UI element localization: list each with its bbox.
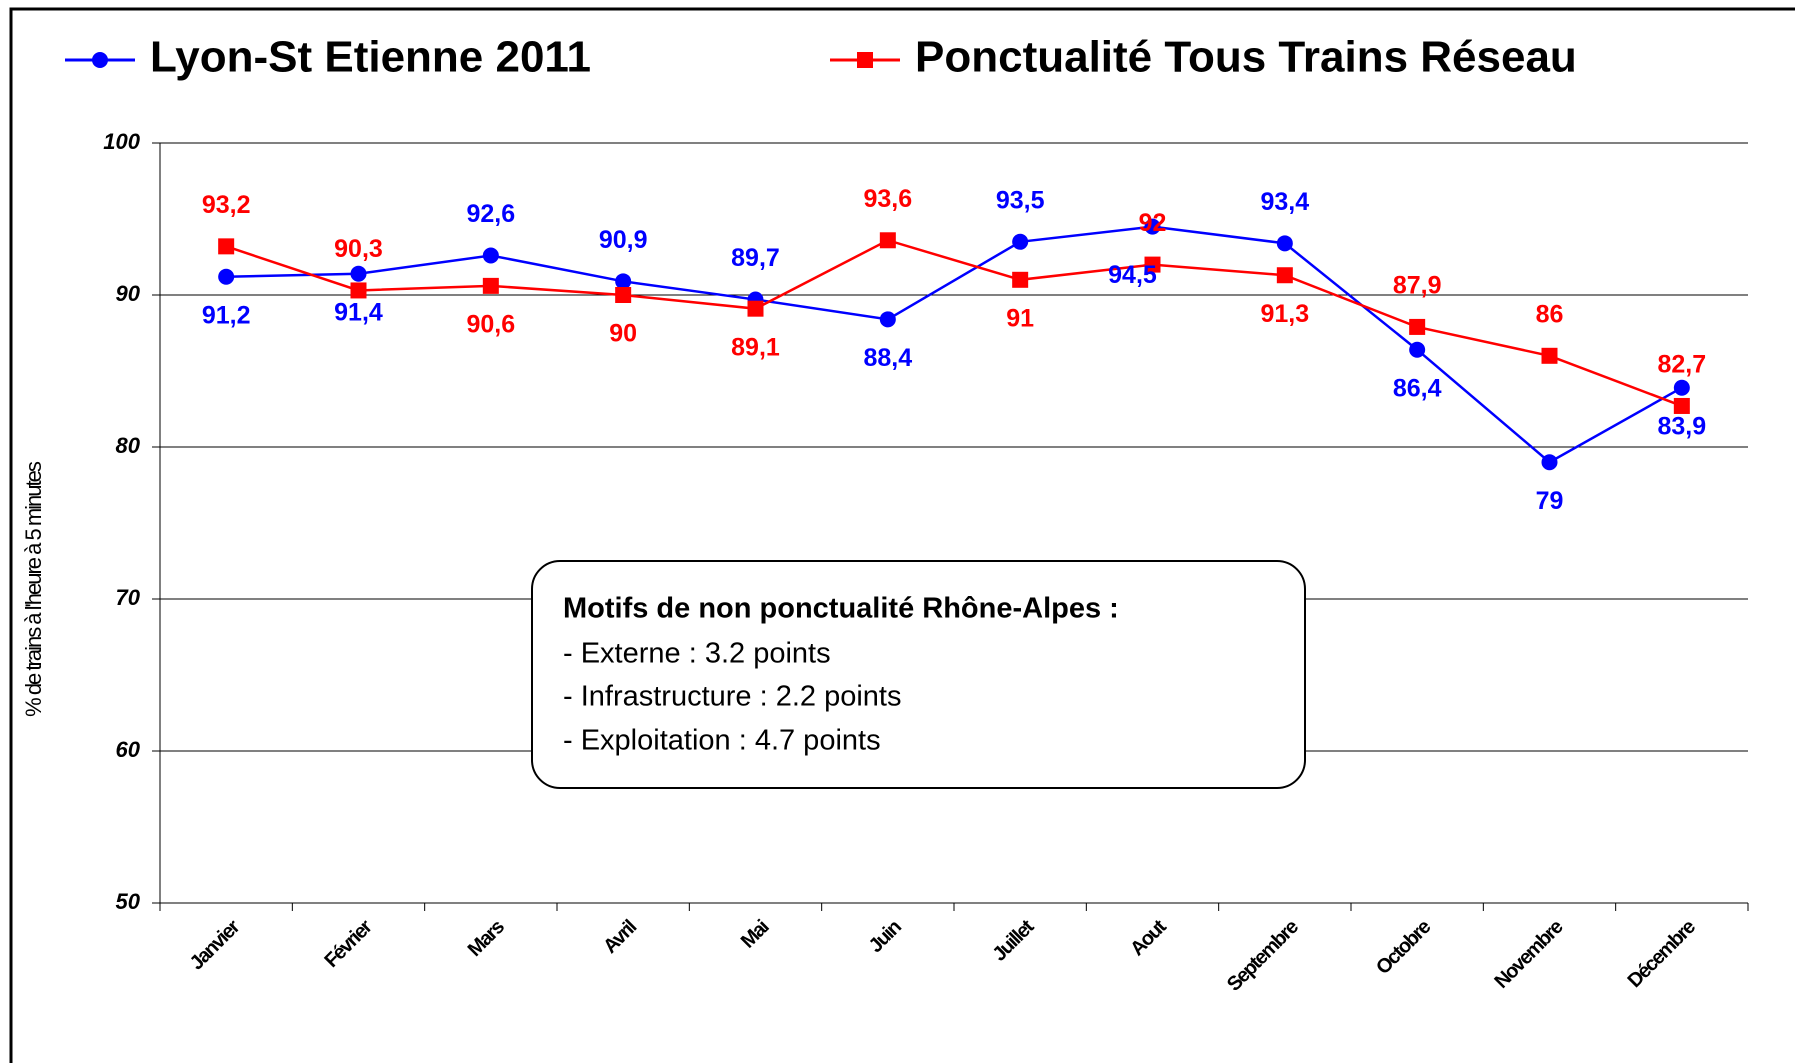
x-tick-label: Mai bbox=[737, 916, 774, 953]
point bbox=[482, 277, 499, 294]
y-tick-label: 60 bbox=[116, 737, 141, 762]
value-label: 89,1 bbox=[731, 333, 780, 361]
value-label: 91,4 bbox=[334, 298, 383, 326]
legend-label: Ponctualité Tous Trains Réseau bbox=[915, 33, 1577, 82]
legend-marker bbox=[857, 52, 873, 68]
point bbox=[615, 273, 632, 290]
point bbox=[879, 311, 896, 328]
value-label: 93,6 bbox=[863, 185, 912, 213]
y-axis-label: % de trains à l'heure à 5 minutes bbox=[21, 461, 46, 717]
point bbox=[1012, 233, 1029, 250]
value-label: 82,7 bbox=[1657, 351, 1706, 379]
value-label: 93,2 bbox=[202, 191, 251, 219]
annotation-line: - Exploitation : 4.7 points bbox=[563, 725, 881, 757]
point bbox=[350, 282, 367, 299]
frame bbox=[9, 7, 1795, 1063]
value-label: 90 bbox=[609, 320, 637, 348]
point bbox=[482, 247, 499, 264]
value-label: 93,4 bbox=[1260, 188, 1309, 216]
point bbox=[879, 232, 896, 249]
y-tick-label: 50 bbox=[116, 889, 141, 914]
x-tick-label: Mars bbox=[464, 916, 509, 961]
series-line bbox=[225, 238, 1683, 408]
value-label: 94,5 bbox=[1108, 261, 1157, 289]
value-label: 86,4 bbox=[1393, 374, 1442, 402]
point bbox=[1144, 256, 1161, 273]
point bbox=[1541, 454, 1558, 471]
point bbox=[1541, 347, 1558, 364]
point bbox=[1673, 379, 1690, 396]
value-label: 91,3 bbox=[1260, 300, 1309, 328]
point bbox=[350, 265, 367, 282]
value-label: 90,9 bbox=[599, 226, 648, 254]
y-tick-label: 80 bbox=[116, 433, 141, 458]
value-label: 87,9 bbox=[1393, 272, 1442, 300]
point bbox=[1673, 397, 1690, 414]
point bbox=[1276, 235, 1293, 252]
value-label: 89,7 bbox=[731, 244, 780, 272]
y-tick-label: 90 bbox=[116, 281, 141, 306]
point bbox=[218, 268, 235, 285]
annotation-line: - Infrastructure : 2.2 points bbox=[563, 681, 901, 713]
value-label: 91 bbox=[1006, 304, 1034, 332]
x-tick-label: Février bbox=[320, 916, 377, 973]
value-label: 92,6 bbox=[466, 200, 515, 228]
x-tick-label: Novembre bbox=[1491, 916, 1568, 993]
legend-marker bbox=[92, 52, 108, 68]
value-label: 88,4 bbox=[863, 344, 912, 372]
point bbox=[1409, 318, 1426, 335]
x-tick-label: Avril bbox=[599, 916, 641, 958]
x-tick-label: Octobre bbox=[1372, 916, 1435, 979]
x-tick-label: Janvier bbox=[186, 916, 245, 975]
value-label: 93,5 bbox=[996, 186, 1045, 214]
series-line bbox=[226, 225, 1683, 464]
value-label: 86 bbox=[1536, 300, 1564, 328]
annotation-line: - Externe : 3.2 points bbox=[563, 638, 831, 670]
point bbox=[218, 238, 235, 255]
x-tick-label: Décembre bbox=[1624, 916, 1700, 992]
legend-label: Lyon-St Etienne 2011 bbox=[150, 33, 591, 82]
value-label: 83,9 bbox=[1657, 412, 1706, 440]
point bbox=[1144, 218, 1161, 235]
x-tick-label: Aout bbox=[1126, 915, 1171, 960]
value-label: 90,3 bbox=[334, 235, 383, 263]
y-tick-label: 100 bbox=[103, 129, 140, 154]
point bbox=[1276, 267, 1293, 284]
value-label: 79 bbox=[1536, 487, 1564, 515]
value-label: 91,2 bbox=[202, 301, 251, 329]
annotation-box bbox=[531, 560, 1306, 789]
y-tick-label: 70 bbox=[116, 585, 141, 610]
x-tick-label: Septembre bbox=[1223, 916, 1303, 996]
point bbox=[1409, 341, 1426, 358]
point bbox=[615, 287, 632, 303]
point bbox=[1012, 271, 1029, 288]
x-tick-label: Juillet bbox=[988, 915, 1038, 965]
x-tick-label: Juin bbox=[865, 917, 906, 958]
value-label: 92 bbox=[1139, 209, 1167, 237]
point bbox=[747, 300, 764, 317]
annotation-title: Motifs de non ponctualité Rhône-Alpes : bbox=[563, 593, 1119, 625]
value-label: 90,6 bbox=[466, 310, 515, 338]
